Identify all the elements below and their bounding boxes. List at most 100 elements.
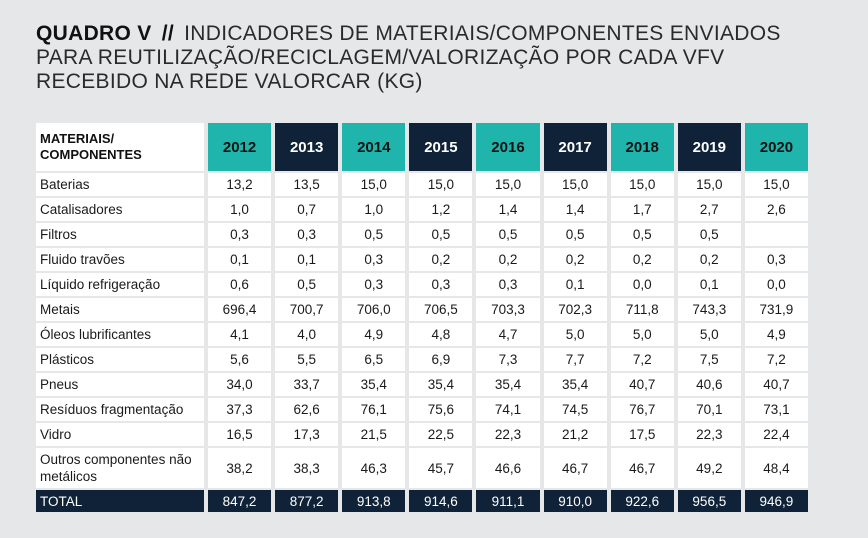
row-value-cell: 7,2 (610, 348, 674, 371)
row-value-cell: 711,8 (610, 298, 674, 321)
row-value-cell: 731,9 (744, 298, 808, 321)
row-value-cell: 0,2 (610, 248, 674, 271)
table-row: Filtros 0,3 0,3 0,5 0,5 0,5 0,5 0,5 0,5 (36, 223, 808, 246)
total-value-cell: 877,2 (275, 490, 339, 512)
row-material-name: Fluido travões (36, 248, 204, 271)
row-value-cell: 46,6 (476, 448, 540, 488)
header-year: 2014 (342, 123, 406, 171)
row-value-cell: 0,3 (409, 273, 473, 296)
row-value-cell: 696,4 (208, 298, 272, 321)
row-value-cell: 15,0 (476, 173, 540, 196)
row-value-cell: 743,3 (677, 298, 741, 321)
row-value-cell: 40,7 (610, 373, 674, 396)
row-value-cell: 62,6 (275, 398, 339, 421)
row-value-cell: 0,6 (208, 273, 272, 296)
row-value-cell: 706,5 (409, 298, 473, 321)
row-value-cell: 21,5 (342, 423, 406, 446)
row-value-cell: 0,2 (409, 248, 473, 271)
total-label: TOTAL (36, 490, 204, 512)
row-value-cell: 46,7 (543, 448, 607, 488)
table-row: Líquido refrigeração 0,6 0,5 0,3 0,3 0,3 0,1 0,… (36, 273, 808, 296)
header-year: 2016 (476, 123, 540, 171)
row-material-name: Filtros (36, 223, 204, 246)
row-value-cell: 13,2 (208, 173, 272, 196)
row-value-cell: 6,9 (409, 348, 473, 371)
row-value-cell: 700,7 (275, 298, 339, 321)
table-row: Resíduos fragmentação 37,3 62,6 76,1 75,6 74,… (36, 398, 808, 421)
title-label: QUADRO V (36, 22, 152, 45)
row-value-cell: 21,2 (543, 423, 607, 446)
row-material-name: Pneus (36, 373, 204, 396)
row-value-cell: 73,1 (744, 398, 808, 421)
row-value-cell: 76,7 (610, 398, 674, 421)
total-value-cell: 910,0 (543, 490, 607, 512)
row-value-cell: 5,0 (543, 323, 607, 346)
row-value-cell: 0,2 (476, 248, 540, 271)
row-value-cell: 7,5 (677, 348, 741, 371)
header-year: 2013 (275, 123, 339, 171)
row-value-cell: 22,3 (677, 423, 741, 446)
row-value-cell: 4,7 (476, 323, 540, 346)
row-value-cell: 0,0 (610, 273, 674, 296)
table-row: Fluido travões 0,1 0,1 0,3 0,2 0,2 0,2 0,2 0,2 0,… (36, 248, 808, 271)
row-value-cell: 4,9 (744, 323, 808, 346)
row-value-cell: 0,5 (543, 223, 607, 246)
row-value-cell: 15,0 (409, 173, 473, 196)
table-row: Vidro 16,5 17,3 21,5 22,5 22,3 21,2 17,5 22,3 22,… (36, 423, 808, 446)
row-value-cell: 15,0 (543, 173, 607, 196)
row-value-cell (744, 223, 808, 246)
row-value-cell: 4,0 (275, 323, 339, 346)
row-value-cell: 5,0 (677, 323, 741, 346)
row-value-cell: 15,0 (342, 173, 406, 196)
row-value-cell: 13,5 (275, 173, 339, 196)
table-row: Metais 696,4 700,7 706,0 706,5 703,3 702,3 711,… (36, 298, 808, 321)
row-value-cell: 74,1 (476, 398, 540, 421)
row-value-cell: 0,3 (275, 223, 339, 246)
row-value-cell: 5,5 (275, 348, 339, 371)
header-year: 2015 (409, 123, 473, 171)
row-value-cell: 17,3 (275, 423, 339, 446)
row-value-cell: 703,3 (476, 298, 540, 321)
row-value-cell: 6,5 (342, 348, 406, 371)
row-value-cell: 38,2 (208, 448, 272, 488)
row-value-cell: 15,0 (677, 173, 741, 196)
row-value-cell: 7,3 (476, 348, 540, 371)
row-value-cell: 1,0 (208, 198, 272, 221)
header-year: 2020 (744, 123, 808, 171)
row-value-cell: 0,3 (744, 248, 808, 271)
table-row: Outros componentes não metálicos 38,2 38,3… (36, 448, 808, 488)
row-material-name: Líquido refrigeração (36, 273, 204, 296)
row-value-cell: 15,0 (744, 173, 808, 196)
row-value-cell: 4,9 (342, 323, 406, 346)
row-material-name: Baterias (36, 173, 204, 196)
row-value-cell: 4,8 (409, 323, 473, 346)
row-value-cell: 0,5 (610, 223, 674, 246)
row-value-cell: 48,4 (744, 448, 808, 488)
row-value-cell: 0,1 (677, 273, 741, 296)
row-value-cell: 22,4 (744, 423, 808, 446)
row-value-cell: 0,3 (476, 273, 540, 296)
row-value-cell: 0,0 (744, 273, 808, 296)
row-value-cell: 46,7 (610, 448, 674, 488)
row-value-cell: 706,0 (342, 298, 406, 321)
row-value-cell: 49,2 (677, 448, 741, 488)
table-row: Catalisadores 1,0 0,7 1,0 1,2 1,4 1,4 1,7 2,7 2,6 (36, 198, 808, 221)
header-row: MATERIAIS/ COMPONENTES 2012 2013 2014 2015 2… (36, 123, 808, 171)
table-body: Baterias 13,2 13,5 15,0 15,0 15,0 15,0 15,0 15,0… (36, 173, 808, 512)
row-value-cell: 15,0 (610, 173, 674, 196)
row-material-name: Vidro (36, 423, 204, 446)
document-title: QUADRO V // INDICADORES DE MATERIAIS/COM… (36, 22, 826, 94)
row-value-cell: 0,5 (476, 223, 540, 246)
row-material-name: Catalisadores (36, 198, 204, 221)
total-value-cell: 914,6 (409, 490, 473, 512)
title-text: INDICADORES DE MATERIAIS/COMPONENTES ENV… (36, 22, 781, 93)
row-value-cell: 40,7 (744, 373, 808, 396)
table-row: Baterias 13,2 13,5 15,0 15,0 15,0 15,0 15,0 15,0… (36, 173, 808, 196)
row-value-cell: 7,7 (543, 348, 607, 371)
row-value-cell: 16,5 (208, 423, 272, 446)
table-row: Óleos lubrificantes 4,1 4,0 4,9 4,8 4,7 5,0 5,0… (36, 323, 808, 346)
header-year: 2018 (610, 123, 674, 171)
row-value-cell: 0,1 (208, 248, 272, 271)
row-value-cell: 17,5 (610, 423, 674, 446)
row-value-cell: 1,4 (476, 198, 540, 221)
